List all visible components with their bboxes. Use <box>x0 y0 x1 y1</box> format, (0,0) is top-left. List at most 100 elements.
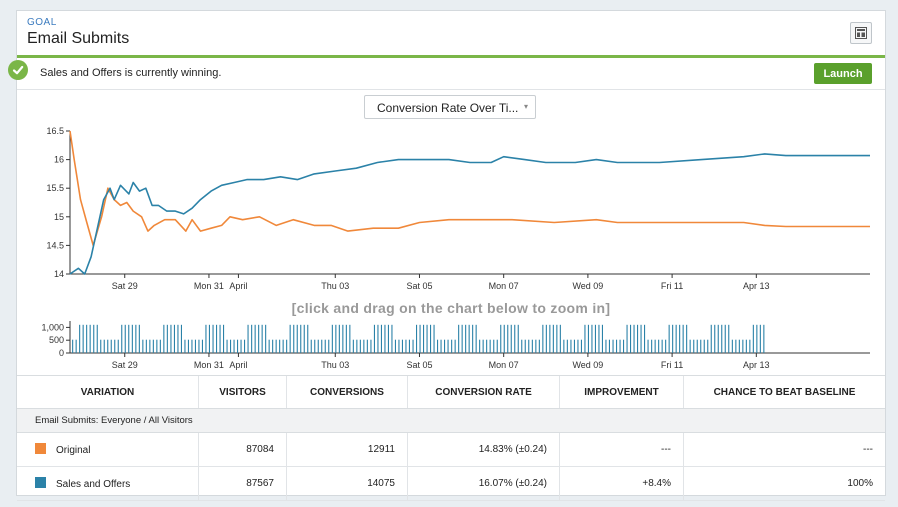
conversion-rate-chart[interactable]: 16.5 16 15.5 15 14.5 14 Sat 29 Mon 31 April Thu 0… <box>17 11 885 301</box>
visitor-bar <box>286 339 288 353</box>
table-row[interactable]: Sales and Offers 87567 14075 16.07% (±0.… <box>17 466 885 501</box>
chart-type-dropdown[interactable]: Conversion Rate Over Ti... ▾ <box>364 95 536 119</box>
visitor-bar <box>307 324 309 353</box>
visitor-bar <box>521 339 523 353</box>
visitor-bar <box>433 324 435 353</box>
goal-accent-rule <box>17 55 885 58</box>
visitor-bar <box>349 324 351 353</box>
x-tick-label: Sat 05 <box>406 281 432 291</box>
x-tick-label: Sat 29 <box>112 281 138 291</box>
visitor-bar <box>591 324 593 353</box>
table-row[interactable]: Original 87084 12911 14.83% (±0.24) --- … <box>17 432 885 467</box>
visitor-bar <box>265 324 267 353</box>
visitor-bar <box>640 324 642 353</box>
brush-x-tick-label: Sat 29 <box>112 360 138 370</box>
brush-y-tick-label: 1,000 <box>41 322 64 332</box>
y-tick-label: 16.5 <box>46 126 64 136</box>
visitor-bar <box>216 324 218 353</box>
visitor-bar <box>380 324 382 353</box>
variation-cell: Original <box>17 432 199 467</box>
visitor-bar <box>524 339 526 353</box>
visitor-bar <box>616 339 618 353</box>
visitor-bar <box>152 339 154 353</box>
launch-button[interactable]: Launch <box>814 63 872 84</box>
goal-title: Email Submits <box>27 30 130 47</box>
x-tick-label: Apr 13 <box>743 281 770 291</box>
visitor-bar <box>440 339 442 353</box>
visitor-bar <box>686 324 688 353</box>
visitor-bar <box>430 324 432 353</box>
visitor-bar <box>738 339 740 353</box>
visitor-bar <box>233 339 235 353</box>
visitor-bar <box>145 339 147 353</box>
visitor-bar <box>180 324 182 353</box>
visitor-bar <box>107 339 109 353</box>
visitor-bar <box>114 339 116 353</box>
visitor-bar <box>370 339 372 353</box>
visitor-bar <box>721 324 723 353</box>
goal-label: GOAL <box>27 17 57 28</box>
visitor-bar <box>552 324 554 353</box>
visitor-bar <box>584 324 586 353</box>
visitor-bar <box>563 339 565 353</box>
visitor-bar <box>679 324 681 353</box>
visitor-bar <box>401 339 403 353</box>
visitor-bar <box>72 339 74 353</box>
visitor-bar <box>279 339 281 353</box>
col-conversion-rate[interactable]: CONVERSION RATE <box>407 375 560 409</box>
visitor-bar <box>412 339 414 353</box>
improvement-cell: --- <box>559 432 684 467</box>
visitor-bar <box>454 339 456 353</box>
x-tick-label: Mon 31 <box>194 281 224 291</box>
visitor-bar <box>352 339 354 353</box>
visitor-bar <box>177 324 179 353</box>
results-table: VARIATION VISITORS CONVERSIONS CONVERSIO… <box>17 375 885 501</box>
visitor-bar <box>654 339 656 353</box>
y-tick-label: 15.5 <box>46 183 64 193</box>
brush-x-tick-label: Mon 07 <box>489 360 519 370</box>
layout-toggle-button[interactable] <box>850 22 872 44</box>
visitor-bar <box>756 324 758 353</box>
visitor-bar <box>587 324 589 353</box>
visitor-bar <box>293 324 295 353</box>
visitor-bar <box>703 339 705 353</box>
visitor-bar <box>408 339 410 353</box>
improvement-cell: +8.4% <box>559 466 684 501</box>
col-improvement[interactable]: IMPROVEMENT <box>559 375 684 409</box>
col-conversions[interactable]: CONVERSIONS <box>286 375 408 409</box>
visitor-bar <box>556 324 558 353</box>
brush-x-tick-label: Apr 13 <box>743 360 770 370</box>
col-visitors[interactable]: VISITORS <box>198 375 287 409</box>
goal-header: GOAL Email Submits <box>17 11 885 56</box>
visitor-bar <box>240 339 242 353</box>
visitor-bar <box>461 324 463 353</box>
visitor-bar <box>201 339 203 353</box>
visitor-bar <box>314 339 316 353</box>
visitor-bar <box>651 339 653 353</box>
check-circle-icon <box>8 60 28 80</box>
visitor-bar <box>623 339 625 353</box>
visitor-bar <box>573 339 575 353</box>
visitor-bar <box>335 324 337 353</box>
visitor-bar <box>507 324 509 353</box>
x-tick-label: Fri 11 <box>661 281 683 291</box>
visitor-bar <box>226 339 228 353</box>
visitor-bar <box>514 324 516 353</box>
visitor-bar <box>187 339 189 353</box>
visitor-bar <box>237 339 239 353</box>
col-variation[interactable]: VARIATION <box>17 375 199 409</box>
visitor-bar <box>247 324 249 353</box>
layout-toggle-icon <box>855 27 867 39</box>
zoom-hint: [click and drag on the chart below to zo… <box>291 300 611 316</box>
col-chance-to-beat-baseline[interactable]: CHANCE TO BEAT BASELINE <box>683 375 885 409</box>
visitor-bar <box>363 339 365 353</box>
visitor-bar <box>303 324 305 353</box>
visitor-bar <box>135 324 137 353</box>
visitor-bar <box>661 339 663 353</box>
visitor-bar <box>275 339 277 353</box>
visitor-bar <box>570 339 572 353</box>
table-group-row: Email Submits: Everyone / All Visitors <box>17 408 885 433</box>
visitor-bar <box>458 324 460 353</box>
visitor-bar <box>566 339 568 353</box>
visitor-bar <box>444 339 446 353</box>
